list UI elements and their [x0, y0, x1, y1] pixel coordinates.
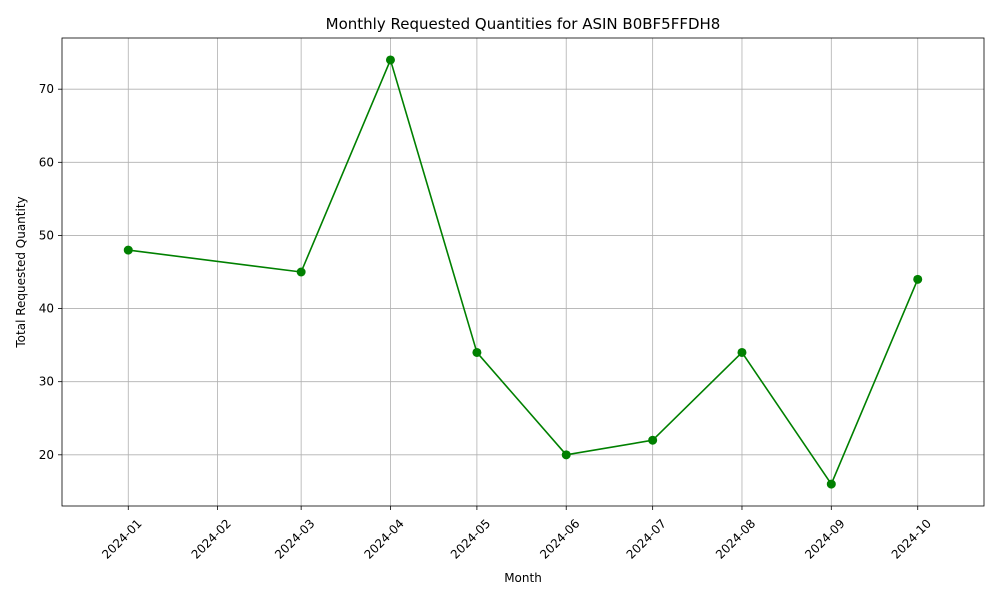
x-tick-label: 2024-08 [713, 516, 758, 561]
series-line [128, 59, 919, 485]
y-axis-title: Total Requested Quantity [14, 196, 28, 348]
x-tick-label: 2024-05 [448, 516, 493, 561]
y-tick-label: 60 [39, 155, 54, 169]
data-point [737, 347, 747, 357]
x-tick-label: 2024-09 [802, 516, 847, 561]
x-tick-label: 2024-07 [624, 516, 669, 561]
x-axis-title: Month [504, 571, 542, 585]
series [123, 55, 923, 489]
data-point [123, 245, 133, 255]
y-tick-label: 70 [39, 82, 54, 96]
data-point [472, 347, 482, 357]
data-point [296, 267, 306, 277]
data-point [561, 450, 571, 460]
x-tick-label: 2024-03 [272, 516, 317, 561]
data-point [826, 479, 836, 489]
axes: 2024-01 2024-02 2024-03 2024-04 2024-05 2024-… [39, 82, 934, 562]
x-tick-label: 2024-10 [889, 516, 934, 561]
data-point [648, 435, 658, 445]
grid [62, 38, 984, 506]
x-tick-label: 2024-01 [99, 516, 144, 561]
x-tick-label: 2024-04 [361, 516, 406, 561]
y-tick-label: 50 [39, 228, 54, 242]
x-tick-label: 2024-02 [189, 516, 234, 561]
chart-title: Monthly Requested Quantities for ASIN B0… [326, 15, 721, 33]
data-point [385, 55, 395, 65]
data-point [913, 274, 923, 284]
y-tick-label: 30 [39, 375, 54, 389]
plot-frame [61, 37, 985, 507]
y-tick-label: 20 [39, 448, 54, 462]
x-tick-label: 2024-06 [537, 516, 582, 561]
y-tick-label: 40 [39, 302, 54, 316]
